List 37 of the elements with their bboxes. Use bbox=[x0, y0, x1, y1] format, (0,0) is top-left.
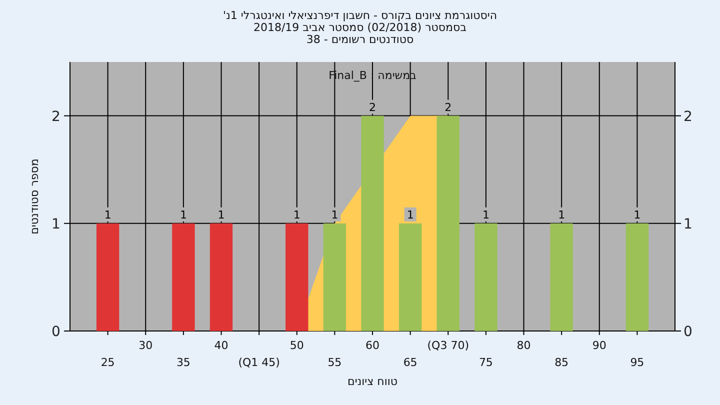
x-axis-title: טווח ציונים bbox=[348, 375, 398, 388]
y2-tick-label: 2 bbox=[684, 108, 692, 125]
x-tick-label: 95 bbox=[630, 356, 644, 369]
data-label: 1 bbox=[104, 208, 112, 222]
x-tick-label: 25 bbox=[100, 356, 115, 369]
data-label: 1 bbox=[634, 208, 641, 222]
chart-title: היסטוגרמת ציונים בקורס - חשבון דיפרנציאלי ואינטגרלי 1נ' bbox=[222, 9, 498, 22]
data-label: 1 bbox=[180, 208, 187, 222]
y-tick-label: 0 bbox=[52, 324, 60, 340]
y-tick-label: 1 bbox=[52, 216, 60, 232]
chart-subtitle: בסמסטר (02/2018) סמסטר אביב 2018/19 bbox=[253, 21, 467, 34]
data-label: 1 bbox=[331, 208, 338, 222]
data-label: 1 bbox=[218, 208, 225, 222]
x-tick-label: 60 bbox=[366, 339, 380, 352]
x-tick-label: 80 bbox=[516, 339, 531, 352]
data-label: 1 bbox=[558, 208, 566, 222]
x-tick-label: 90 bbox=[592, 339, 606, 352]
text: סטודנטים רשומים - 38 bbox=[306, 33, 414, 46]
x-tick-label: 35 bbox=[176, 356, 190, 369]
x-tick-label: 40 bbox=[214, 339, 228, 352]
x-tick-label: 50 bbox=[290, 339, 304, 352]
x-tick-label: (Q1 45) bbox=[238, 356, 280, 369]
x-tick-label: 65 bbox=[403, 356, 418, 369]
y2-tick-label: 1 bbox=[684, 216, 692, 232]
x-tick-label: 75 bbox=[478, 356, 493, 369]
x-tick-label: (Q3 70) bbox=[427, 339, 469, 352]
data-label: 1 bbox=[406, 208, 414, 222]
y-tick-label: 2 bbox=[52, 108, 60, 125]
data-label: 1 bbox=[293, 208, 300, 222]
data-label: 1 bbox=[482, 208, 490, 222]
x-tick-label: 85 bbox=[554, 356, 569, 369]
y2-tick-label: 0 bbox=[684, 324, 692, 340]
x-tick-label: 55 bbox=[328, 356, 342, 369]
data-label: 2 bbox=[444, 100, 452, 114]
data-label: 2 bbox=[369, 100, 376, 114]
y-axis-title: מספר סטודנטים bbox=[28, 158, 41, 234]
x-tick-label: 30 bbox=[138, 339, 153, 352]
